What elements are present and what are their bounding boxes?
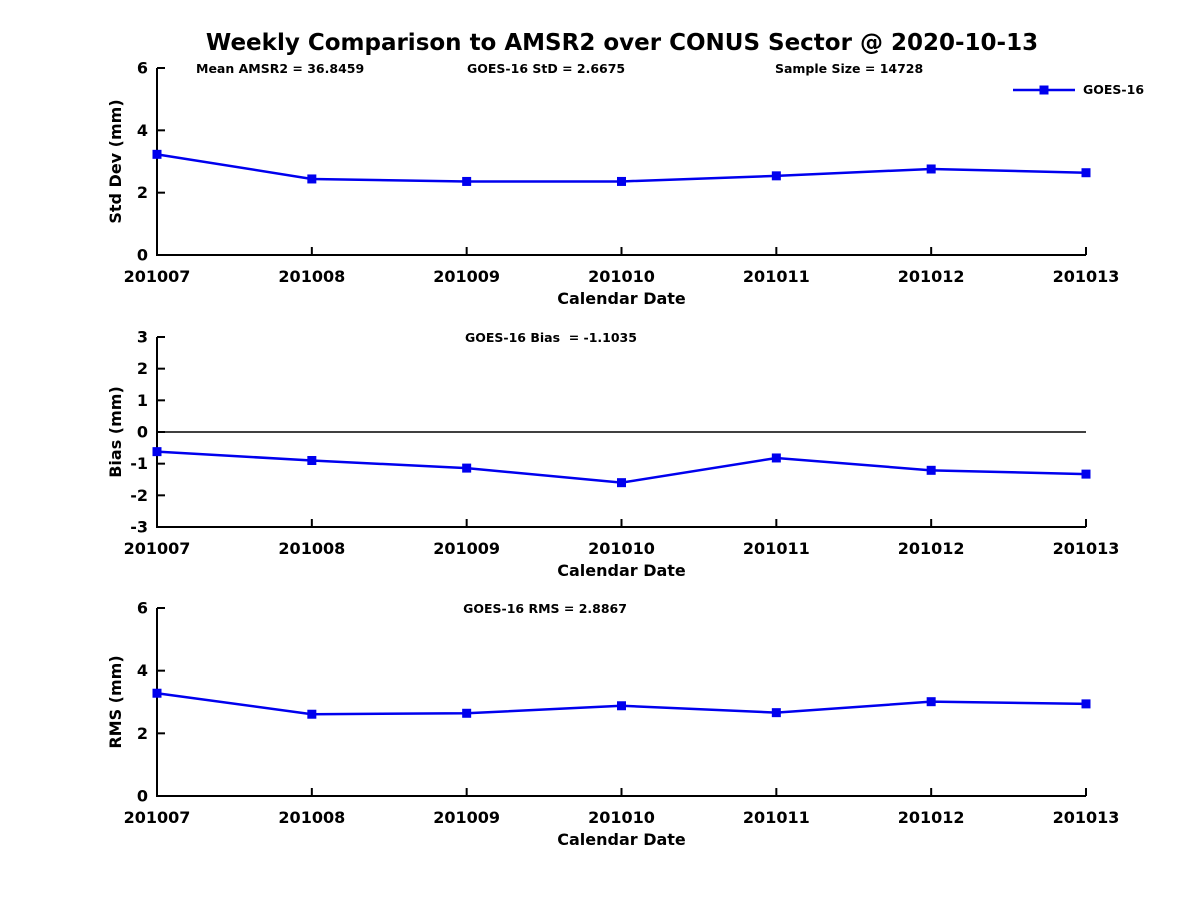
data-marker: [152, 447, 162, 457]
data-marker: [926, 697, 936, 707]
data-line: [156, 450, 1087, 484]
y-tick-label: 1: [137, 391, 148, 410]
x-tick-label: 201012: [898, 808, 965, 827]
x-tick-label: 201009: [433, 808, 500, 827]
data-marker: [926, 465, 936, 475]
x-tick-label: 201011: [743, 808, 810, 827]
x-tick-label: 201009: [433, 539, 500, 558]
data-marker: [771, 171, 781, 181]
x-tick-label: 201008: [278, 267, 345, 286]
x-tick-label: 201008: [278, 539, 345, 558]
y-tick-label: -1: [130, 454, 148, 473]
data-marker: [617, 701, 626, 711]
x-tick-label: 201011: [743, 539, 810, 558]
data-marker: [307, 456, 317, 465]
data-marker: [307, 174, 317, 184]
x-tick-label: 201013: [1053, 539, 1120, 558]
x-tick-label: 201007: [124, 267, 191, 286]
x-tick-label: 201010: [588, 267, 655, 286]
annotation: GOES-16 RMS = 2.8867: [463, 601, 627, 616]
x-tick-label: 201008: [278, 808, 345, 827]
y-axis-label: Bias (mm): [106, 386, 125, 478]
y-tick-label: 0: [137, 423, 148, 442]
y-tick-label: -3: [130, 518, 148, 537]
y-axis-label: Std Dev (mm): [106, 99, 125, 223]
data-marker: [152, 688, 162, 698]
x-tick-label: 201013: [1053, 808, 1120, 827]
y-tick-label: 4: [137, 121, 148, 140]
y-tick-label: 2: [137, 183, 148, 202]
figure-title: Weekly Comparison to AMSR2 over CONUS Se…: [205, 30, 1039, 56]
y-tick-label: -2: [130, 486, 148, 505]
data-marker: [1081, 699, 1091, 709]
data-marker: [152, 149, 162, 159]
legend-label: GOES-16: [1083, 82, 1145, 97]
y-tick-label: 2: [137, 724, 148, 743]
annotation: GOES-16 Bias = -1.1035: [465, 330, 637, 345]
x-tick-label: 201012: [898, 267, 965, 286]
data-marker: [617, 478, 626, 488]
x-tick-label: 201011: [743, 267, 810, 286]
annotation: Sample Size = 14728: [775, 61, 923, 76]
data-marker: [462, 708, 472, 718]
x-tick-label: 201012: [898, 539, 965, 558]
y-tick-label: 3: [137, 328, 148, 347]
data-marker: [771, 708, 781, 718]
y-axis-label: RMS (mm): [106, 655, 125, 748]
data-marker: [1081, 168, 1091, 178]
y-tick-label: 2: [137, 359, 148, 378]
data-marker: [307, 709, 317, 719]
y-tick-label: 0: [137, 787, 148, 806]
data-marker: [462, 463, 472, 473]
plot-std-dev: 0 2 4 6 201007 201008 201009 201010 201011 201012…: [106, 59, 1119, 309]
y-tick-label: 6: [137, 599, 148, 618]
data-marker: [1081, 469, 1091, 479]
axis-spines: [156, 68, 1086, 256]
x-tick-label: 201007: [124, 808, 191, 827]
y-tick-label: 4: [137, 661, 148, 680]
y-tick-label: 0: [137, 246, 148, 265]
y-tick-label: 6: [137, 59, 148, 78]
x-axis-label: Calendar Date: [557, 830, 686, 849]
data-marker: [771, 453, 781, 463]
x-tick-label: 201013: [1053, 267, 1120, 286]
data-marker: [617, 176, 626, 186]
data-marker: [462, 176, 472, 186]
data-marker: [926, 164, 936, 174]
annotation: Mean AMSR2 = 36.8459: [196, 61, 364, 76]
plot-rms: 0 2 4 6 201007 201008 201009 201010 201011 201012…: [106, 599, 1119, 850]
legend-line-icon: [1013, 85, 1075, 94]
x-tick-label: 201007: [124, 539, 191, 558]
annotation: GOES-16 StD = 2.6675: [467, 61, 625, 76]
legend: GOES-16: [1012, 82, 1144, 97]
x-axis-label: Calendar Date: [557, 289, 686, 308]
x-tick-label: 201010: [588, 808, 655, 827]
x-tick-label: 201009: [433, 267, 500, 286]
x-axis-label: Calendar Date: [557, 561, 686, 580]
x-tick-label: 201010: [588, 539, 655, 558]
plot-bias: -3 -2 -1 0 1 2 3 201007 201008 201009 201010 201011…: [106, 328, 1119, 581]
